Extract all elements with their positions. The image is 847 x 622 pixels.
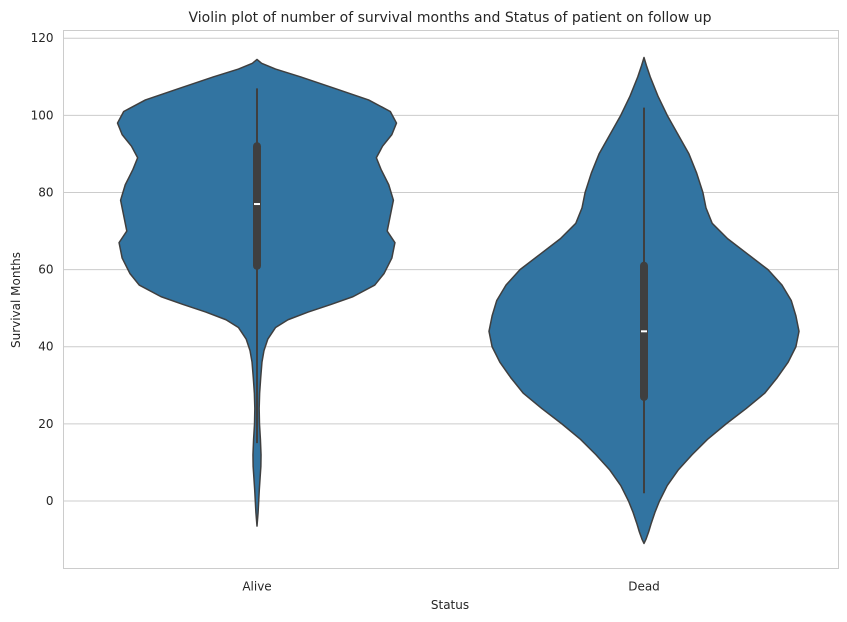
- plot-frame: [63, 30, 839, 569]
- x-tick-labels: Alive Dead: [242, 580, 659, 594]
- y-tick-label: 0: [46, 494, 54, 508]
- chart-title: Violin plot of number of survival months…: [188, 10, 711, 26]
- x-tick-label: Dead: [628, 580, 660, 594]
- y-axis-label: Survival Months: [9, 252, 23, 348]
- violins: [116, 56, 800, 545]
- y-tick-labels: 0 20 40 60 80 100 120: [31, 31, 54, 508]
- x-axis-label: Status: [431, 598, 469, 612]
- violin-alive: [116, 58, 398, 527]
- y-tick-label: 100: [31, 108, 54, 122]
- y-tick-label: 60: [38, 263, 53, 277]
- y-tick-label: 80: [38, 185, 53, 199]
- violin-dead: [488, 56, 800, 545]
- y-tick-label: 40: [38, 340, 53, 354]
- y-tick-label: 20: [38, 417, 53, 431]
- y-tick-label: 120: [31, 31, 54, 45]
- x-tick-label: Alive: [242, 580, 271, 594]
